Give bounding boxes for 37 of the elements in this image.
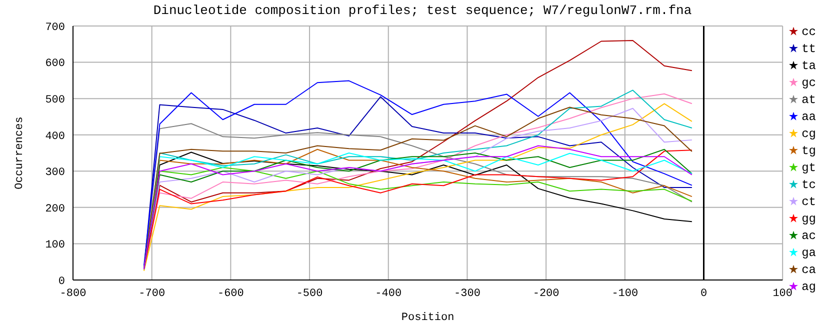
x-tick-label: -100 <box>612 288 638 300</box>
legend-label: at <box>802 93 816 107</box>
y-tick-label: 0 <box>58 276 65 288</box>
legend-label: aa <box>802 110 816 124</box>
x-tick-label: 0 <box>700 288 708 300</box>
y-axis-title: Occurrences <box>14 116 26 190</box>
legend-label: gg <box>802 212 816 226</box>
legend-label: gt <box>802 161 816 175</box>
y-tick-label: 500 <box>45 94 65 106</box>
x-tick-label: -500 <box>296 288 323 300</box>
x-tick-label: -300 <box>454 288 480 300</box>
y-tick-label: 100 <box>45 240 65 252</box>
x-tick-label: -700 <box>138 288 166 300</box>
x-tick-label: -400 <box>375 288 402 300</box>
legend-label: ta <box>802 59 816 73</box>
y-tick-label: 600 <box>45 58 65 70</box>
x-axis-title: Position <box>401 312 454 324</box>
y-tick-label: 300 <box>45 167 65 180</box>
legend-label: tc <box>802 178 816 192</box>
legend-label: cc <box>802 25 816 39</box>
y-tick-label: 200 <box>45 203 65 216</box>
legend-label: gc <box>802 76 816 90</box>
legend-label: ct <box>802 195 816 209</box>
chart-title: Dinucleotide composition profiles; test sequence; W7/regulonW7.rm.fna <box>152 3 693 18</box>
x-tick-label: 100 <box>772 288 792 300</box>
legend-label: ac <box>802 229 816 243</box>
legend-label: ga <box>802 246 816 260</box>
x-tick-label: -600 <box>217 288 244 300</box>
y-tick-label: 700 <box>45 22 65 34</box>
legend-label: ca <box>802 263 816 277</box>
x-tick-label: -200 <box>532 288 560 300</box>
x-tick-label: -800 <box>60 288 86 300</box>
legend-label: tg <box>802 144 816 158</box>
legend-label: cg <box>802 127 816 141</box>
y-tick-label: 400 <box>45 130 65 143</box>
legend-label: tt <box>802 42 816 56</box>
legend-label: ag <box>802 280 816 294</box>
